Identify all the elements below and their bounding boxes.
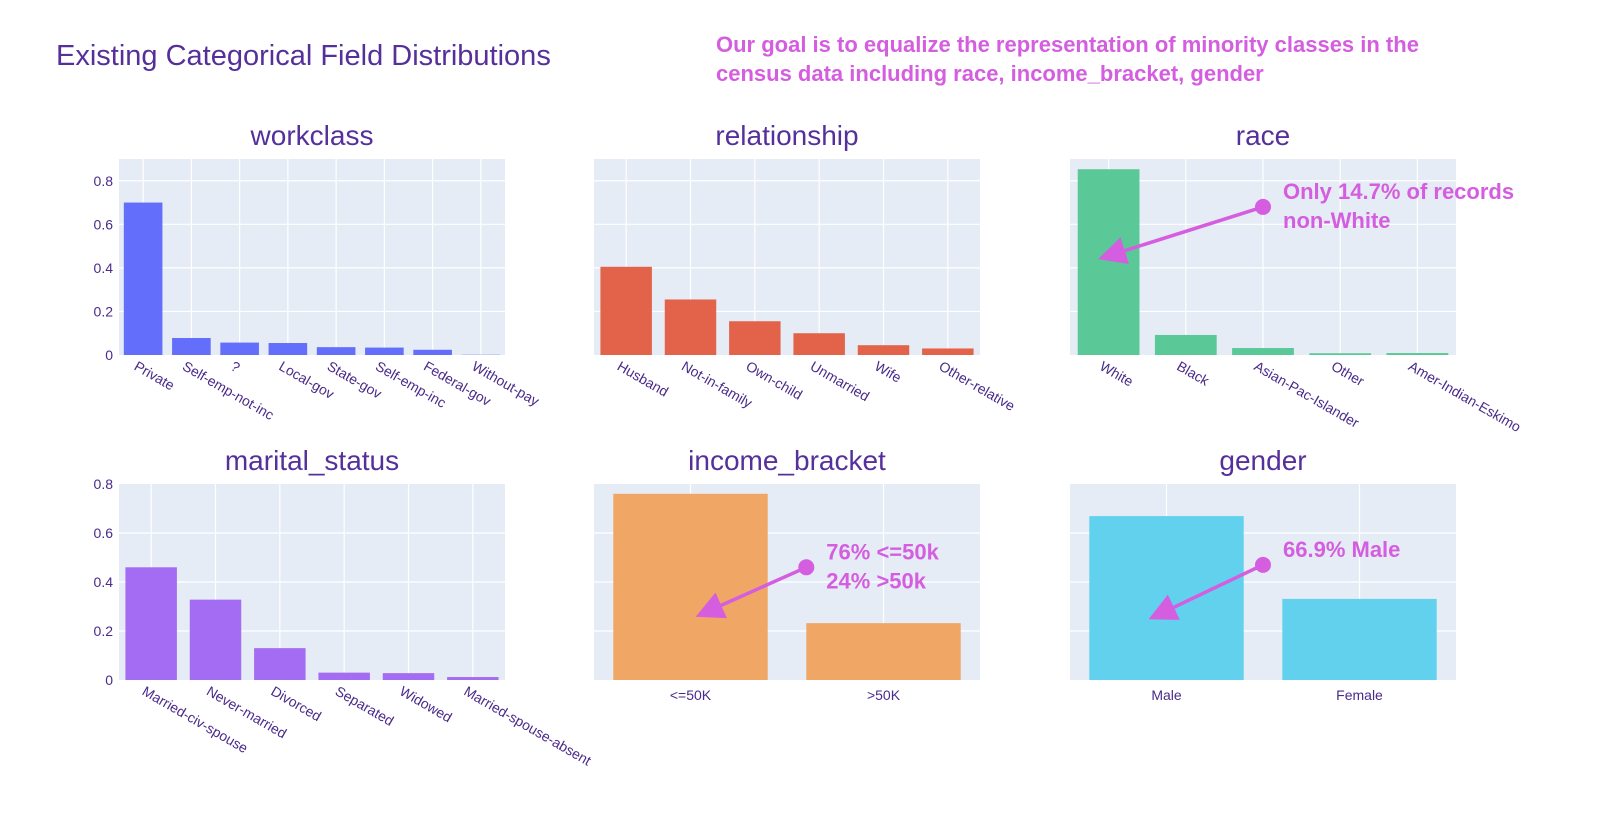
chart-marital-status: marital_status 0 0.2 0.4 0.6 0.8 Married-civ-s… bbox=[94, 445, 595, 769]
y-tick-label: 0.2 bbox=[94, 303, 114, 319]
bar-other-relative bbox=[922, 348, 974, 355]
x-tick-label: Other bbox=[1329, 358, 1368, 390]
y-tick-label: 0 bbox=[105, 672, 113, 688]
y-tick-label: 0.4 bbox=[94, 574, 114, 590]
x-tick-label: White bbox=[1097, 358, 1136, 390]
x-tick-label: Black bbox=[1174, 358, 1213, 389]
y-tick-label: 0.2 bbox=[94, 623, 114, 639]
bar-asian-pac-islander bbox=[1232, 348, 1294, 355]
bar-male bbox=[1089, 516, 1244, 680]
plot-area bbox=[594, 159, 980, 355]
x-tick-label: Unmarried bbox=[808, 358, 873, 405]
x-tick-label: Divorced bbox=[268, 683, 324, 724]
page-note-line-2: census data including race, income_brack… bbox=[716, 61, 1264, 86]
annotation-dot bbox=[1255, 556, 1271, 573]
bar-married-spouse-absent bbox=[447, 677, 499, 680]
bar-self-emp-inc bbox=[365, 347, 404, 355]
bar-private bbox=[123, 202, 163, 355]
x-tick-label: Widowed bbox=[397, 683, 455, 726]
chart-title: gender bbox=[1219, 445, 1306, 476]
bar-separated bbox=[318, 672, 370, 680]
x-tick-label: Married-spouse-absent bbox=[461, 683, 594, 769]
y-tick-label: 0.8 bbox=[94, 476, 114, 492]
bar-federal-gov bbox=[413, 349, 452, 355]
y-tick-label: 0.6 bbox=[94, 525, 114, 541]
bar-other bbox=[1309, 353, 1372, 355]
plot-area bbox=[119, 159, 505, 355]
y-tick-label: 0.6 bbox=[94, 216, 114, 232]
bar-local-gov bbox=[268, 343, 308, 355]
bar-own-child bbox=[729, 321, 781, 355]
page-note-line-1: Our goal is to equalize the representati… bbox=[716, 32, 1419, 57]
x-tick-label: Male bbox=[1151, 687, 1182, 703]
chart-gender: gender Male Female 66.9% Male bbox=[1070, 445, 1456, 703]
chart-workclass: workclass 0 0.2 0.4 0.6 0.8 Private Self-emp-no… bbox=[94, 120, 543, 423]
x-tick-label: <=50K bbox=[670, 687, 712, 703]
x-tick-label: >50K bbox=[867, 687, 901, 703]
bar-never-married bbox=[189, 599, 242, 680]
bar-unmarried bbox=[793, 333, 845, 355]
bar-white bbox=[1077, 169, 1140, 355]
chart-title: marital_status bbox=[225, 445, 399, 476]
x-tick-label: Married-civ-spouse bbox=[140, 683, 251, 756]
y-tick-label: 0.8 bbox=[94, 173, 114, 189]
annotation-text: Only 14.7% of records bbox=[1283, 179, 1514, 204]
x-tick-label: Not-in-family bbox=[679, 358, 755, 411]
bar-divorced bbox=[254, 648, 306, 680]
x-tick-label: Female bbox=[1336, 687, 1383, 703]
x-tick-label: Private bbox=[132, 358, 178, 394]
page-title: Existing Categorical Field Distributions bbox=[56, 40, 551, 72]
x-tick-label: ? bbox=[228, 358, 243, 376]
annotation-dot bbox=[798, 559, 815, 576]
annotation-arrow bbox=[1148, 563, 1264, 620]
bar-husband bbox=[600, 266, 652, 355]
chart-title: workclass bbox=[250, 120, 374, 151]
bar-married-civ-spouse bbox=[125, 567, 177, 680]
bar-amer-indian-eskimo bbox=[1386, 353, 1449, 355]
chart-title: income_bracket bbox=[688, 445, 886, 476]
y-tick-label: 0 bbox=[105, 347, 113, 363]
bar- bbox=[220, 342, 259, 355]
x-tick-label: Wife bbox=[872, 358, 904, 386]
bar-not-in-family bbox=[664, 299, 717, 355]
annotation-text: 66.9% Male bbox=[1283, 537, 1400, 562]
page-note: Our goal is to equalize the representati… bbox=[716, 30, 1419, 88]
bar-self-emp-not-inc bbox=[172, 338, 211, 355]
annotation-text: 76% <=50k bbox=[826, 539, 939, 564]
x-tick-label: Separated bbox=[333, 683, 397, 729]
chart-income-bracket: income_bracket <=50K >50K 76% <=50k 24% >50k bbox=[594, 445, 980, 703]
annotation-text: 24% >50k bbox=[826, 568, 926, 593]
x-tick-label: State-gov bbox=[325, 358, 385, 402]
bar-state-gov bbox=[316, 347, 356, 355]
bar-widowed bbox=[382, 673, 435, 680]
bar-50k bbox=[806, 623, 961, 680]
annotation-text: non-White bbox=[1283, 208, 1391, 233]
bar-black bbox=[1154, 334, 1217, 355]
annotation-arrow bbox=[1098, 205, 1264, 265]
x-tick-label: Other-relative bbox=[936, 358, 1018, 414]
y-tick-label: 0.4 bbox=[94, 260, 114, 276]
x-tick-label: Husband bbox=[615, 358, 672, 400]
chart-title: relationship bbox=[715, 120, 858, 151]
x-tick-label: Amer-Indian-Eskimo bbox=[1406, 358, 1524, 435]
chart-title: race bbox=[1236, 120, 1290, 151]
bar-50k bbox=[613, 493, 768, 680]
x-tick-label: Self-emp-not-inc bbox=[180, 358, 277, 423]
annotation-arrow bbox=[695, 565, 808, 619]
bar-female bbox=[1282, 598, 1437, 680]
bar-wife bbox=[857, 345, 910, 355]
annotation-dot bbox=[1255, 198, 1271, 215]
